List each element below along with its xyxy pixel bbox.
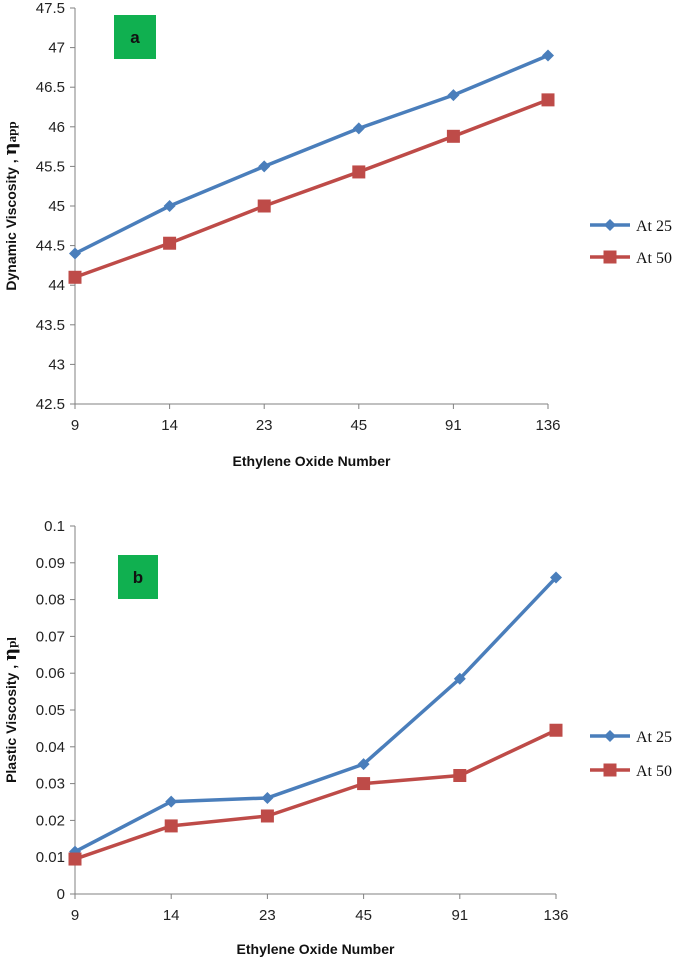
series-line-1 bbox=[74, 728, 557, 861]
y-tick-label: 45.5 bbox=[36, 158, 65, 175]
x-tick-label: 136 bbox=[543, 907, 568, 924]
data-point-square bbox=[164, 819, 178, 833]
chart-b: 0 0.01 0.02 0.03 0.04 0.05 0.06 0.07 0.08 0.09 0.1… bbox=[0, 518, 672, 957]
legend-marker-square bbox=[603, 250, 617, 264]
x-axis-title: Ethylene Oxide Number bbox=[237, 941, 395, 957]
series-line-1 bbox=[74, 98, 549, 279]
legend-marker-diamond bbox=[604, 219, 616, 231]
x-tick-label: 23 bbox=[256, 417, 273, 434]
y-tick-label: 43.5 bbox=[36, 317, 65, 334]
legend-marker-diamond bbox=[604, 730, 616, 742]
y-tick-label: 0.04 bbox=[36, 739, 65, 756]
chart-a: 42.5 43 43.5 44 44.5 45 45.5 46 46.5 47 47.5 9 14 23 4… bbox=[0, 0, 672, 469]
legend-marker-square bbox=[603, 763, 617, 777]
y-axis-title-subscript: app bbox=[4, 121, 19, 142]
legend-label: At 50 bbox=[636, 250, 672, 267]
panel-badge bbox=[114, 15, 156, 59]
legend-label: At 50 bbox=[636, 763, 672, 780]
data-point-square bbox=[68, 852, 82, 866]
panel-badge-label: a bbox=[130, 28, 140, 47]
series-line-0 bbox=[74, 576, 558, 854]
y-axis-title-symbol: η bbox=[0, 142, 21, 155]
data-point-diamond bbox=[542, 49, 554, 62]
legend-label: At 25 bbox=[636, 729, 672, 746]
y-tick-label: 46 bbox=[48, 119, 65, 136]
data-point-square bbox=[541, 93, 555, 107]
y-tick-label: 46.5 bbox=[36, 79, 65, 96]
y-tick-label: 47 bbox=[48, 40, 65, 57]
y-tick-label: 0.02 bbox=[36, 812, 65, 829]
x-tick-label: 14 bbox=[161, 417, 178, 434]
y-axis-title: Plastic Viscosity , ηpl bbox=[0, 637, 21, 783]
x-tick-label: 23 bbox=[259, 907, 276, 924]
series-line-0 bbox=[74, 53, 549, 256]
y-tick-label: 0 bbox=[57, 886, 65, 903]
y-tick-label: 45 bbox=[48, 198, 65, 215]
y-tick-label: 0.01 bbox=[36, 849, 65, 866]
data-point-square bbox=[257, 199, 271, 213]
data-point-diamond bbox=[165, 795, 178, 808]
x-tick-label: 14 bbox=[163, 907, 180, 924]
data-point-diamond bbox=[550, 571, 562, 584]
panel-badge bbox=[118, 555, 158, 599]
data-point-diamond bbox=[453, 672, 466, 685]
data-point-square bbox=[352, 165, 366, 179]
y-axis-title-subscript: pl bbox=[4, 637, 19, 648]
panel-badge-label: b bbox=[133, 568, 143, 587]
y-tick-label: 47.5 bbox=[36, 0, 65, 17]
data-point-diamond bbox=[69, 247, 81, 260]
data-point-diamond bbox=[258, 160, 271, 173]
y-tick-label: 43 bbox=[48, 356, 65, 373]
data-point-square bbox=[549, 723, 563, 737]
y-tick-label: 0.1 bbox=[44, 518, 65, 535]
data-point-diamond bbox=[261, 791, 274, 804]
y-tick-label: 0.03 bbox=[36, 776, 65, 793]
x-tick-label: 91 bbox=[445, 417, 462, 434]
data-point-square bbox=[357, 777, 371, 791]
y-axis-title: Dynamic Viscosity , ηapp bbox=[0, 121, 21, 290]
data-point-diamond bbox=[357, 758, 370, 771]
y-axis-title-symbol: η bbox=[0, 648, 21, 661]
data-point-diamond bbox=[447, 89, 460, 102]
x-tick-label: 9 bbox=[71, 417, 79, 434]
y-tick-label: 0.05 bbox=[36, 702, 65, 719]
y-tick-label: 44 bbox=[48, 277, 65, 294]
data-point-square bbox=[260, 809, 274, 823]
y-tick-label: 0.07 bbox=[36, 628, 65, 645]
y-tick-label: 0.06 bbox=[36, 665, 65, 682]
data-point-square bbox=[163, 236, 177, 250]
data-point-diamond bbox=[352, 122, 365, 135]
y-tick-label: 42.5 bbox=[36, 396, 65, 413]
x-axis-title: Ethylene Oxide Number bbox=[233, 453, 391, 469]
x-tick-label: 91 bbox=[451, 907, 468, 924]
x-tick-label: 45 bbox=[350, 417, 367, 434]
x-tick-label: 9 bbox=[71, 907, 79, 924]
data-point-square bbox=[453, 769, 467, 783]
legend-label: At 25 bbox=[636, 218, 672, 235]
y-axis-title-text: Plastic Viscosity , bbox=[3, 661, 19, 783]
y-tick-label: 44.5 bbox=[36, 238, 65, 255]
x-tick-label: 136 bbox=[535, 417, 560, 434]
x-tick-label: 45 bbox=[355, 907, 372, 924]
data-point-square bbox=[446, 129, 460, 143]
y-axis-title-text: Dynamic Viscosity , bbox=[3, 155, 19, 290]
data-point-square bbox=[68, 270, 82, 284]
y-tick-label: 0.08 bbox=[36, 592, 65, 609]
data-point-diamond bbox=[163, 200, 176, 212]
y-tick-label: 0.09 bbox=[36, 555, 65, 572]
